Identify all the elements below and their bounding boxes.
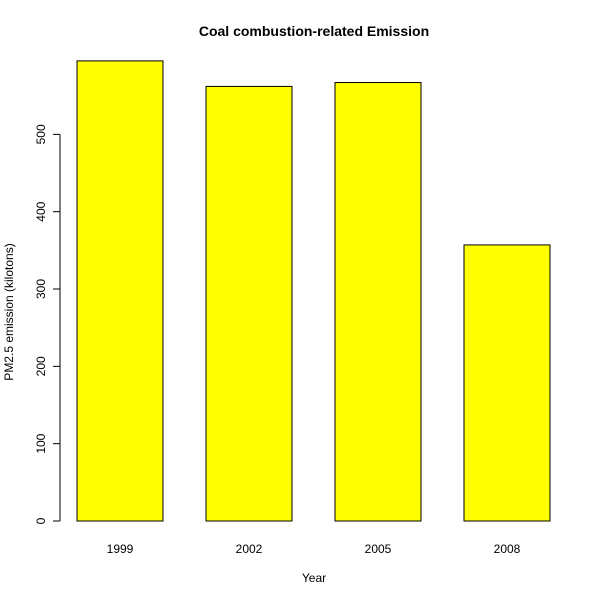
y-tick-label-500: 500 (34, 124, 48, 144)
y-tick-label-100: 100 (34, 433, 48, 453)
bar-2008 (463, 244, 551, 522)
x-tick-label-2008: 2008 (494, 542, 521, 556)
y-tick-label-200: 200 (34, 356, 48, 376)
chart-title: Coal combustion-related Emission (199, 23, 429, 39)
bars-group (76, 60, 551, 522)
y-axis: 0 100 200 300 400 500 (34, 124, 61, 524)
y-tick-label-300: 300 (34, 279, 48, 299)
x-tick-label-2002: 2002 (236, 542, 263, 556)
x-tick-labels: 1999 2002 2005 2008 (107, 542, 521, 556)
y-tick-label-400: 400 (34, 201, 48, 221)
y-tick-label-0: 0 (34, 517, 48, 524)
y-ticks: 0 100 200 300 400 500 (34, 124, 60, 524)
x-axis-label: Year (302, 571, 326, 585)
y-axis-label: PM2.5 emission (kilotons) (2, 243, 16, 380)
bar-2002 (205, 85, 293, 522)
bar-1999 (76, 60, 164, 522)
bar-2005 (334, 82, 422, 522)
x-tick-label-1999: 1999 (107, 542, 134, 556)
x-tick-label-2005: 2005 (365, 542, 392, 556)
